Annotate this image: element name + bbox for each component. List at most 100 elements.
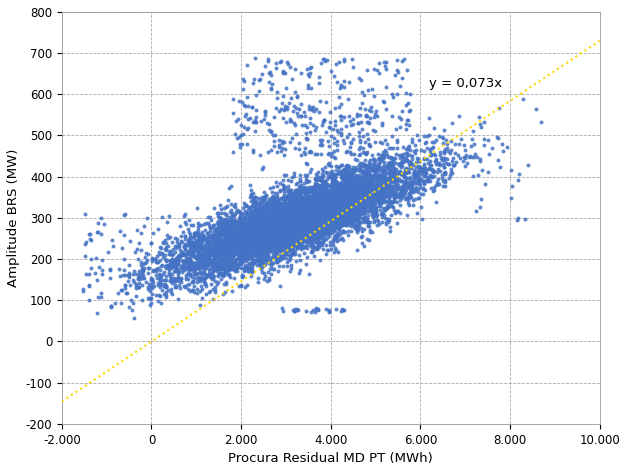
Point	[262, 235, 272, 243]
Point	[374, 200, 384, 207]
Point	[359, 183, 369, 190]
Point	[266, 231, 277, 239]
Point	[281, 227, 291, 234]
Point	[368, 179, 378, 187]
Point	[280, 218, 290, 226]
Point	[256, 208, 266, 216]
Point	[374, 174, 384, 182]
Point	[266, 225, 277, 232]
Point	[248, 202, 258, 210]
Point	[185, 287, 195, 295]
Point	[235, 236, 245, 244]
Point	[243, 223, 253, 231]
Point	[175, 253, 185, 260]
Point	[210, 252, 220, 259]
Point	[152, 274, 162, 282]
Point	[350, 207, 361, 214]
Point	[245, 182, 255, 189]
Point	[314, 219, 324, 227]
Point	[333, 203, 343, 211]
Point	[288, 216, 298, 224]
Point	[194, 243, 204, 251]
Point	[292, 202, 302, 209]
Point	[253, 220, 263, 228]
Point	[287, 228, 297, 235]
Point	[290, 211, 300, 219]
Point	[223, 248, 233, 256]
Point	[368, 213, 378, 221]
Point	[199, 269, 209, 277]
Point	[354, 172, 364, 179]
Point	[289, 242, 299, 249]
Point	[259, 203, 269, 211]
Point	[183, 275, 193, 282]
Point	[354, 202, 364, 210]
Point	[364, 180, 374, 188]
Point	[234, 228, 244, 235]
Point	[169, 274, 179, 282]
Point	[329, 188, 339, 196]
Point	[377, 191, 387, 198]
Point	[233, 247, 243, 255]
Point	[290, 202, 300, 210]
Point	[384, 178, 394, 185]
Point	[374, 195, 384, 203]
Point	[317, 219, 327, 226]
Point	[298, 220, 308, 228]
Point	[335, 192, 345, 199]
Point	[336, 129, 346, 137]
Point	[228, 228, 238, 235]
Point	[344, 185, 354, 192]
Point	[291, 211, 301, 219]
Point	[304, 211, 314, 219]
Point	[332, 195, 342, 203]
Point	[312, 200, 322, 208]
Point	[373, 189, 383, 197]
Point	[368, 186, 378, 194]
Point	[327, 202, 337, 210]
Point	[221, 244, 231, 252]
Point	[93, 293, 103, 301]
Point	[272, 210, 282, 217]
Point	[309, 205, 319, 213]
Point	[309, 236, 319, 244]
Point	[352, 188, 362, 196]
Point	[273, 231, 283, 239]
Point	[340, 217, 350, 225]
Point	[194, 287, 204, 295]
Point	[336, 185, 346, 193]
Point	[321, 228, 331, 236]
Point	[396, 190, 406, 198]
Point	[280, 69, 290, 76]
Point	[497, 140, 507, 148]
Point	[285, 206, 295, 213]
Point	[284, 210, 294, 217]
Point	[304, 214, 314, 222]
Point	[246, 226, 256, 234]
Point	[300, 213, 310, 221]
Point	[234, 260, 245, 267]
Point	[233, 243, 243, 251]
Point	[289, 239, 299, 247]
Point	[398, 153, 408, 161]
Point	[250, 248, 260, 256]
Point	[209, 287, 219, 294]
Point	[293, 238, 303, 246]
Point	[339, 203, 349, 211]
Point	[298, 203, 308, 211]
Point	[285, 226, 295, 233]
Point	[334, 201, 344, 209]
Point	[351, 225, 361, 233]
Point	[253, 235, 263, 243]
Point	[334, 103, 344, 111]
Point	[359, 226, 369, 233]
Point	[254, 219, 264, 227]
Point	[358, 173, 368, 181]
Point	[437, 133, 447, 141]
Point	[348, 173, 358, 180]
Point	[293, 213, 303, 221]
Point	[334, 167, 344, 175]
Point	[277, 239, 287, 247]
Point	[267, 226, 277, 233]
Point	[304, 106, 314, 113]
